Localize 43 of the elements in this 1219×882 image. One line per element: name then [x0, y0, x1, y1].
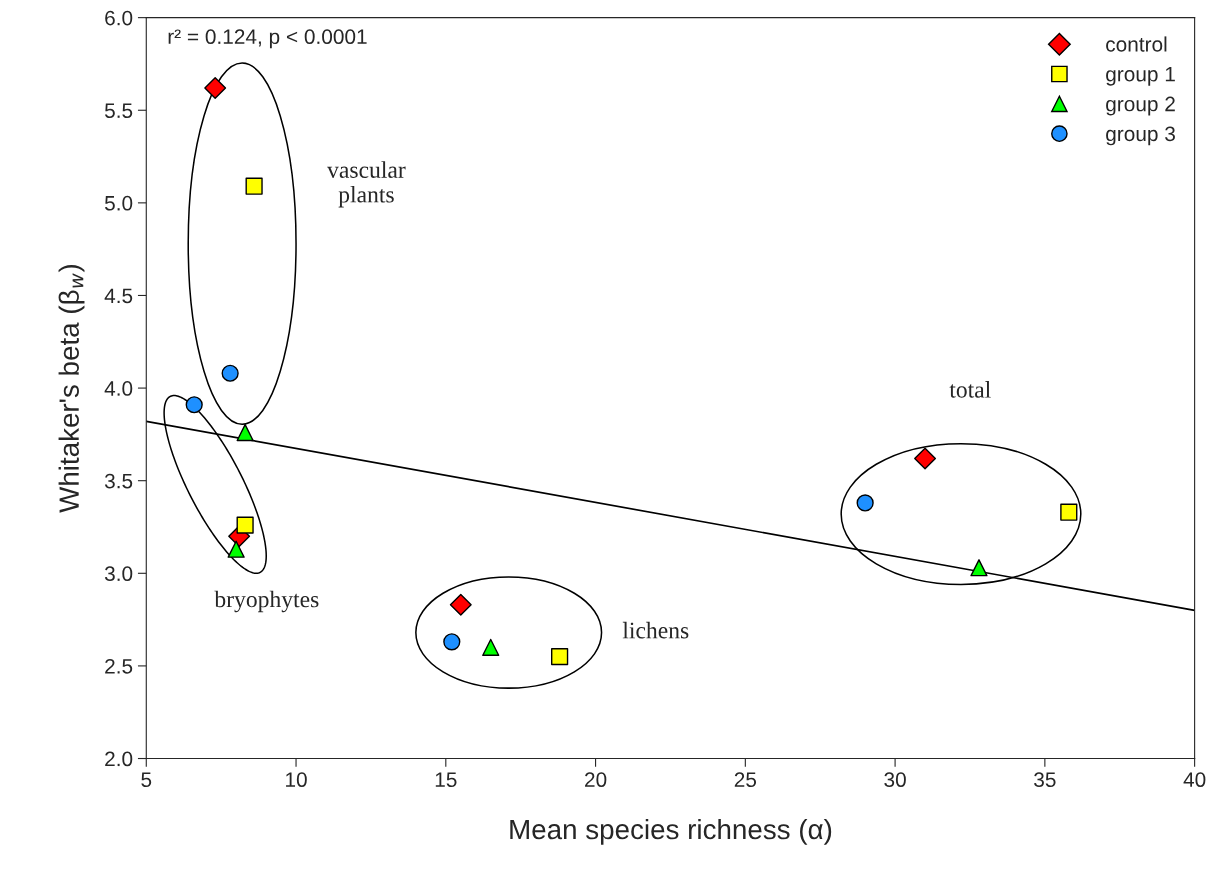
y-tick-label: 6.0 [105, 10, 133, 26]
y-tick-label: 2.5 [105, 658, 133, 674]
point [970, 559, 988, 577]
point [856, 494, 874, 512]
point [245, 177, 263, 195]
annotation: total [949, 381, 991, 398]
point [449, 593, 472, 616]
x-tick-label: 30 [884, 772, 906, 788]
x-axis-title: Mean species richness (α) [510, 818, 832, 845]
point [1060, 503, 1078, 521]
y-axis-title: Whitaker's beta (β$_{w}$) [58, 264, 85, 513]
x-tick-label: 10 [286, 772, 307, 788]
point [551, 648, 569, 666]
y-tick-label: 3.0 [104, 566, 133, 582]
legend-label: control [1106, 36, 1167, 52]
point [236, 516, 254, 534]
y-tick-label: 3.5 [104, 473, 133, 489]
x-tick-label: 20 [585, 772, 607, 788]
y-tick-label: 4.0 [104, 381, 133, 396]
x-tick-label: 40 [1183, 772, 1206, 788]
annotation: lichens [622, 621, 689, 639]
legend-label: group 3 [1106, 126, 1175, 146]
legend-label: group 2 [1106, 96, 1175, 116]
point [443, 633, 461, 651]
point [236, 423, 254, 442]
point [185, 396, 203, 414]
x-tick-label: 35 [1034, 772, 1056, 788]
y-tick-label: 2.0 [105, 751, 133, 767]
y-tick-label: 4.5 [104, 288, 133, 304]
legend-label: group 1 [1106, 66, 1175, 86]
point [227, 540, 245, 558]
y-tick-label: 5.0 [104, 195, 133, 211]
point [914, 447, 937, 470]
annotation: r² = 0.124, p < 0.0001 [168, 29, 367, 49]
point [204, 77, 227, 100]
x-tick-label: 5 [141, 772, 152, 788]
point [221, 364, 239, 382]
annotation: vascular plants [327, 161, 406, 208]
annotation: bryophytes [214, 590, 319, 613]
y-tick-label: 5.5 [104, 103, 133, 118]
point [482, 638, 500, 657]
x-tick-label: 15 [435, 772, 457, 788]
x-tick-label: 25 [734, 772, 757, 788]
